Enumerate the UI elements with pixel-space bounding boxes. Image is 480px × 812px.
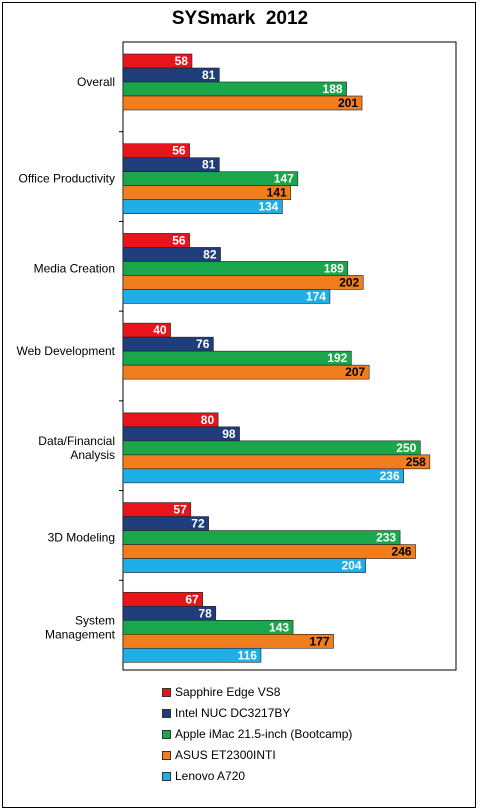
data-label: 258 — [406, 455, 426, 469]
legend-item-lenovo-a720: Lenovo A720 — [162, 768, 245, 784]
data-label: 192 — [327, 351, 347, 365]
data-label: 204 — [342, 559, 362, 573]
bar-lenovo-a720-system-management — [122, 647, 262, 663]
data-label: 78 — [198, 606, 212, 620]
category-label: Web Development — [17, 344, 116, 358]
bar-asus-et2300inti-system-management — [122, 633, 334, 649]
category-label: System Management — [45, 613, 116, 641]
data-label: 202 — [339, 275, 359, 289]
category-label: Data/Financial Analysis — [38, 434, 115, 462]
data-label: 174 — [306, 289, 326, 303]
legend-swatch — [162, 750, 171, 760]
data-label: 141 — [267, 186, 287, 200]
bar-lenovo-a720-3d-modeling — [122, 558, 366, 573]
legend-label: Sapphire Edge VS8 — [175, 685, 281, 699]
bar-apple-imac-21-5-inch-bootcamp-media-creation — [122, 261, 349, 276]
data-label: 207 — [345, 365, 365, 379]
data-label: 201 — [338, 96, 358, 110]
bar-lenovo-a720-office-productivity — [122, 199, 283, 215]
legend-label: Lenovo A720 — [175, 769, 246, 783]
data-label: 72 — [191, 517, 205, 531]
data-label: 80 — [201, 413, 215, 427]
legend-label: ASUS ET2300INTI — [175, 748, 276, 762]
legend-swatch — [162, 687, 171, 697]
data-label: 58 — [175, 54, 189, 68]
data-label: 233 — [376, 531, 396, 545]
chart-title: SYSmark 2012 — [171, 8, 309, 29]
bar-lenovo-a720-data-financial-analysis — [122, 468, 404, 484]
data-label: 236 — [380, 469, 400, 483]
data-label: 67 — [185, 592, 199, 606]
data-label: 189 — [324, 261, 344, 275]
data-label: 143 — [269, 620, 289, 634]
category-label: Overall — [77, 75, 115, 89]
bar-asus-et2300inti-office-productivity — [122, 185, 291, 201]
bar-apple-imac-21-5-inch-bootcamp-overall — [122, 81, 347, 97]
data-label: 56 — [172, 233, 186, 247]
data-label: 81 — [202, 68, 216, 82]
bar-lenovo-a720-media-creation — [122, 289, 331, 304]
data-label: 177 — [309, 634, 329, 648]
bar-apple-imac-21-5-inch-bootcamp-data-financial-analysis — [122, 440, 421, 456]
data-label: 147 — [274, 172, 294, 186]
data-label: 246 — [392, 545, 412, 559]
data-label: 56 — [172, 144, 186, 158]
bar-asus-et2300inti-3d-modeling — [122, 544, 416, 559]
data-label: 116 — [238, 648, 258, 662]
bar-apple-imac-21-5-inch-bootcamp-3d-modeling — [122, 530, 401, 545]
legend-item-apple-imac-21-5-inch-bootcamp: Apple iMac 21.5-inch (Bootcamp) — [162, 726, 352, 742]
bar-asus-et2300inti-media-creation — [122, 275, 364, 290]
legend-swatch — [162, 729, 171, 739]
legend-item-sapphire-edge-vs8: Sapphire Edge VS8 — [162, 684, 280, 700]
bar-apple-imac-21-5-inch-bootcamp-web-development — [122, 350, 352, 366]
data-label: 82 — [203, 247, 217, 261]
bar-apple-imac-21-5-inch-bootcamp-system-management — [122, 619, 294, 635]
data-label: 188 — [323, 82, 343, 96]
category-label: Office Productivity — [19, 172, 115, 186]
data-label: 134 — [258, 200, 278, 214]
bar-apple-imac-21-5-inch-bootcamp-office-productivity — [122, 171, 299, 187]
category-label: 3D Modeling — [48, 531, 115, 545]
data-label: 40 — [153, 323, 167, 337]
category-label: Media Creation — [34, 261, 115, 275]
legend-label: Intel NUC DC3217BY — [175, 706, 291, 720]
legend-swatch — [162, 708, 171, 718]
legend-item-intel-nuc-dc3217by: Intel NUC DC3217BY — [162, 705, 290, 721]
data-label: 81 — [202, 158, 216, 172]
legend-item-asus-et2300inti: ASUS ET2300INTI — [162, 747, 276, 763]
data-label: 250 — [396, 441, 416, 455]
data-label: 98 — [222, 427, 236, 441]
data-label: 57 — [173, 503, 187, 517]
bar-asus-et2300inti-overall — [122, 95, 363, 111]
legend-swatch — [162, 771, 171, 781]
data-label: 76 — [196, 337, 210, 351]
legend-label: Apple iMac 21.5-inch (Bootcamp) — [175, 727, 353, 741]
bar-asus-et2300inti-data-financial-analysis — [122, 454, 431, 470]
bar-asus-et2300inti-web-development — [122, 364, 370, 380]
